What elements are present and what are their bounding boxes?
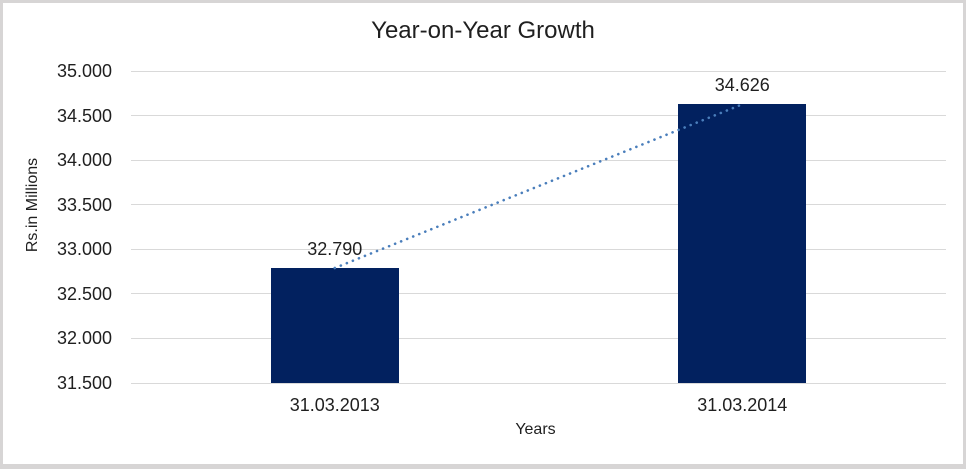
bar-data-label: 34.626 bbox=[714, 75, 770, 96]
y-tick-label: 32.000 bbox=[56, 328, 112, 349]
chart-title: Year-on-Year Growth bbox=[371, 17, 595, 44]
y-tick-label: 31.500 bbox=[56, 373, 112, 393]
y-tick-label: 32.500 bbox=[56, 283, 112, 304]
gridline bbox=[131, 204, 946, 206]
y-tick-label: 33.000 bbox=[56, 239, 112, 260]
bar-data-label: 32.790 bbox=[307, 239, 363, 259]
y-tick-label: 34.000 bbox=[56, 150, 112, 171]
gridline bbox=[131, 293, 946, 295]
x-category-label: 31.03.2013 bbox=[289, 395, 380, 415]
x-category-label: 31.03.2014 bbox=[697, 395, 788, 415]
y-tick-label: 34.500 bbox=[56, 105, 112, 126]
gridline bbox=[131, 382, 946, 384]
gridline bbox=[131, 70, 946, 72]
bar bbox=[270, 268, 399, 383]
gridline bbox=[131, 248, 946, 250]
x-axis-title: Years bbox=[515, 421, 556, 438]
y-tick-label: 35.000 bbox=[56, 61, 112, 81]
y-tick-label: 33.500 bbox=[56, 194, 112, 215]
gridline bbox=[131, 159, 946, 161]
bar bbox=[678, 104, 807, 383]
gridline bbox=[131, 115, 946, 117]
gridline bbox=[131, 337, 946, 339]
